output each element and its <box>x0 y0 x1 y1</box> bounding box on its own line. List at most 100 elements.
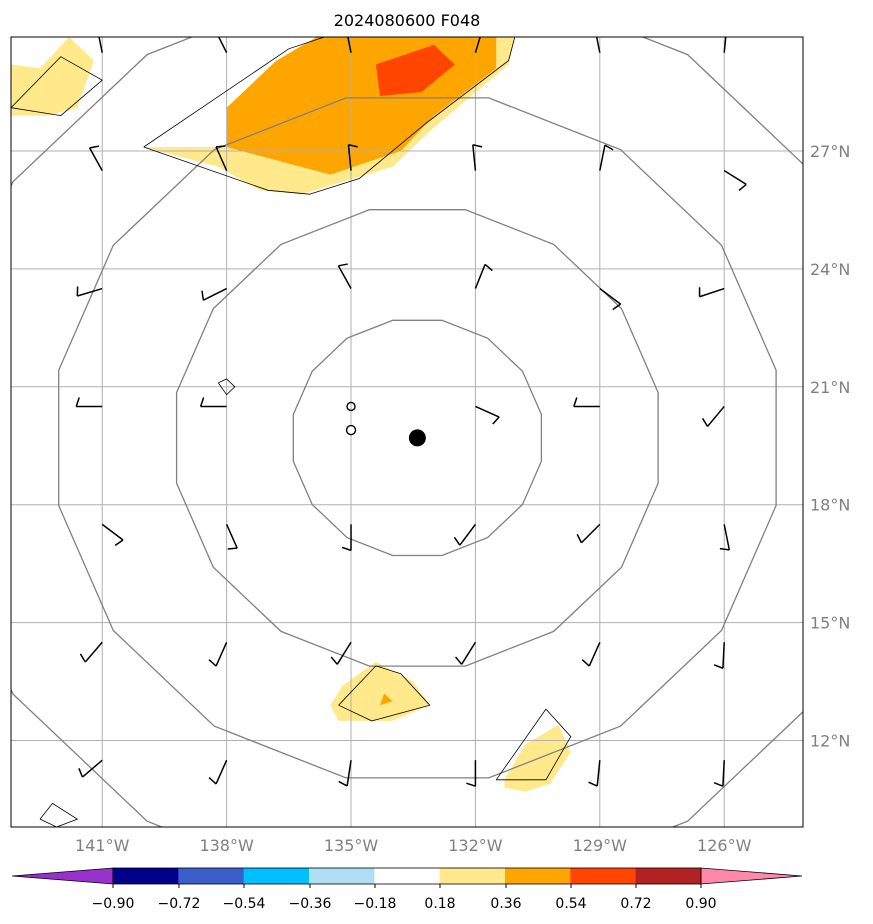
wind-barb-flag <box>701 417 709 427</box>
wind-barb <box>347 144 358 171</box>
colorbar-tick-label: 0.72 <box>620 896 651 912</box>
wind-barb-flag <box>581 659 590 667</box>
wind-barb-staff <box>81 759 103 778</box>
wind-barb-flag <box>97 27 106 28</box>
colorbar-tick-label: −0.36 <box>289 896 332 912</box>
wind-barb-staff <box>347 37 352 53</box>
lon-tick-label: 132°W <box>448 836 503 855</box>
wind-barb <box>101 523 124 546</box>
wind-barb <box>466 760 477 787</box>
wind-barb-staff <box>203 287 227 301</box>
wind-barb <box>78 759 103 778</box>
colorbar-outline <box>112 867 702 885</box>
colorbar-over-arrow <box>700 867 803 885</box>
wind-barb <box>701 405 725 427</box>
colorbar-segment <box>635 868 702 884</box>
wind-barb-staff <box>580 523 601 544</box>
wind-barb <box>581 641 601 667</box>
wind-barb <box>472 144 483 171</box>
wind-barb-staff <box>699 287 725 298</box>
wind-barb-staff <box>88 147 103 171</box>
colorbar-tick-label: 0.36 <box>490 896 521 912</box>
lat-tick-label: 27°N <box>810 142 850 161</box>
lon-tick-label: 135°W <box>324 836 379 855</box>
wind-barb-staff <box>215 759 228 785</box>
wind-barb-staff <box>459 523 477 546</box>
wind-barb <box>201 287 227 301</box>
wind-barb <box>88 145 103 171</box>
contour-line-0 <box>143 37 516 195</box>
wind-barb <box>215 28 228 54</box>
wind-barb <box>75 397 103 408</box>
colorbar-segment <box>243 868 310 884</box>
colorbar-segment <box>439 868 506 884</box>
wind-barb <box>723 37 727 53</box>
wind-barb-staff <box>217 37 228 54</box>
wind-barb <box>199 397 227 408</box>
wind-barb-staff <box>101 523 124 541</box>
wind-barb-flag <box>338 263 348 267</box>
range-ring-1 <box>175 209 659 667</box>
wind-barb-staff <box>596 760 601 787</box>
wind-barb <box>474 28 491 53</box>
longitude-labels: 141°W 138°W 135°W 132°W 129°W 126°W <box>75 836 752 855</box>
wind-barb-staff <box>336 641 352 665</box>
colorbar-segment <box>570 868 637 884</box>
colorbar-tick-label: 0.54 <box>555 896 586 912</box>
wind-barb-staff <box>347 144 352 171</box>
wind-barb <box>723 169 747 192</box>
wind-barb-flag <box>78 768 84 778</box>
wind-barb-flag <box>604 144 614 151</box>
wind-barb-flag <box>453 536 461 546</box>
wind-barb <box>208 759 228 785</box>
wind-barb-flag <box>341 546 352 552</box>
wind-barb-staff <box>475 405 500 418</box>
wind-barb-staff <box>474 264 486 289</box>
wind-barb-flag <box>330 656 338 665</box>
wind-barb-flag <box>215 28 224 29</box>
wind-barb-staff <box>461 641 477 665</box>
colorbar-segment <box>505 868 571 884</box>
wind-barb <box>713 642 725 669</box>
wind-barb-flag <box>348 144 358 148</box>
wind-barb-flag <box>75 397 80 407</box>
shaded-region-5 <box>380 693 393 706</box>
wind-barb-flag <box>338 780 348 787</box>
wind-barb <box>573 397 600 408</box>
wind-barb-flag <box>472 144 483 148</box>
shaded-region-2 <box>375 44 455 96</box>
wind-barb <box>341 524 352 552</box>
range-ring-2 <box>58 97 777 779</box>
wind-barb <box>97 27 106 53</box>
wind-barb-staff <box>722 642 725 669</box>
wind-barb-flag <box>595 27 604 28</box>
colorbar-segment <box>374 868 441 884</box>
wind-barb-staff <box>722 760 725 787</box>
wind-barb <box>225 524 238 550</box>
wind-barb-staff <box>599 287 622 305</box>
chart-title: 2024080600 F048 <box>334 11 481 30</box>
shaded-region-4 <box>330 661 430 721</box>
shaded-region-3 <box>11 37 94 116</box>
wind-barb-flag <box>484 263 493 272</box>
wind-barb-staff <box>98 37 103 53</box>
colorbar-segment <box>309 868 375 884</box>
wind-barb-staff <box>84 641 103 663</box>
contour-line-3 <box>495 708 572 781</box>
wind-barb-flag <box>719 547 730 551</box>
wind-barb-staff <box>472 144 477 171</box>
lat-tick-label: 21°N <box>810 378 850 397</box>
wind-barb-staff <box>706 405 725 427</box>
wind-barb-flag <box>738 183 747 192</box>
storm-center-marker <box>408 429 426 447</box>
range-ring-3 <box>11 37 803 827</box>
contour-lines <box>11 37 572 827</box>
colorbar-tick-label: −0.54 <box>223 896 266 912</box>
wind-barb-flag <box>573 397 578 407</box>
wind-barb-flag <box>492 416 500 425</box>
wind-barb <box>347 37 352 53</box>
wind-barb-flag <box>483 28 491 33</box>
wind-barb <box>713 760 725 787</box>
wind-barb <box>455 641 477 665</box>
wind-barb-flag <box>79 653 86 663</box>
